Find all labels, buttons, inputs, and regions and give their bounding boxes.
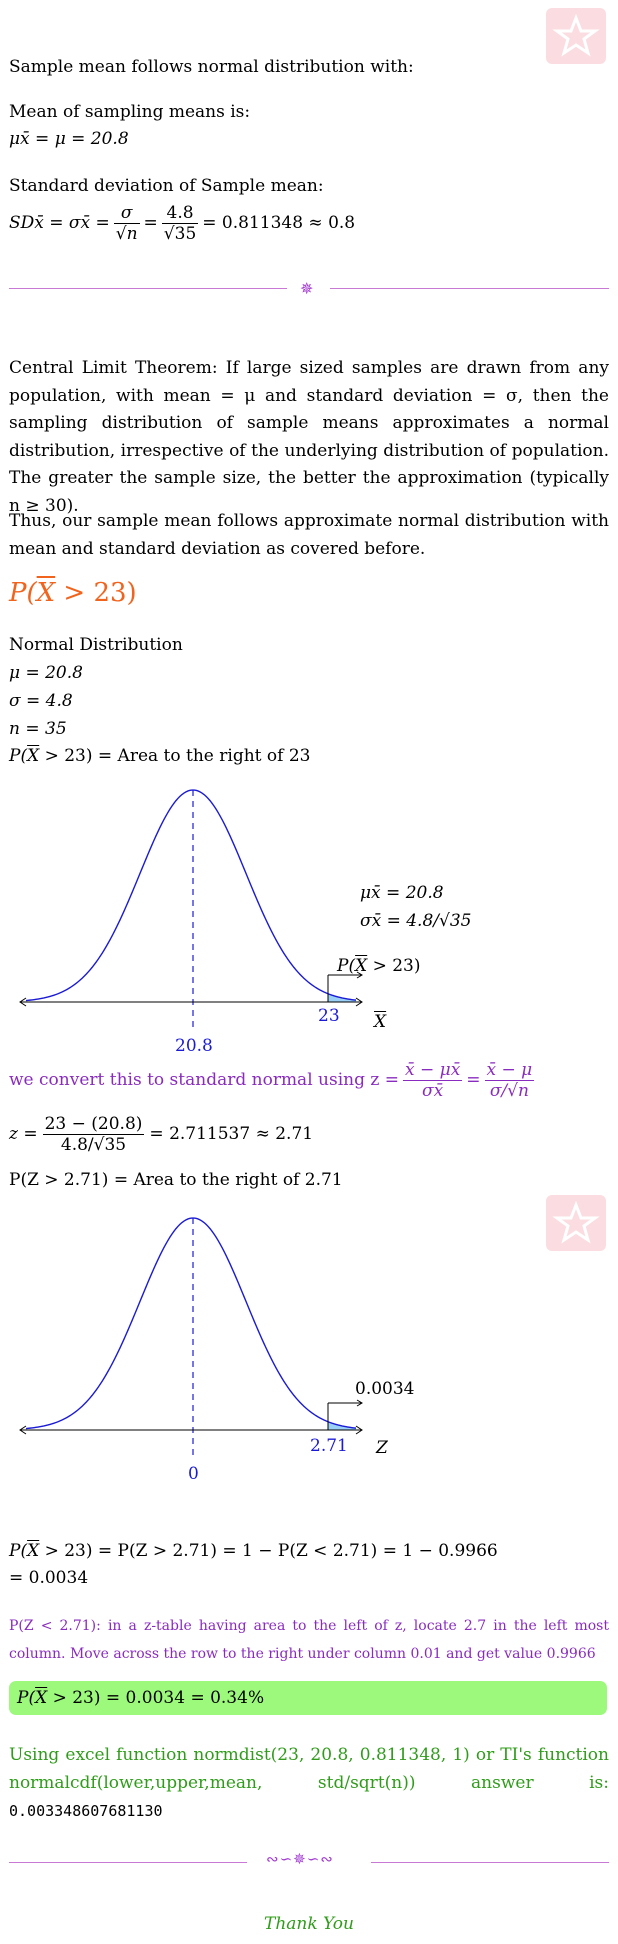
sd-label: Standard deviation of Sample mean: (9, 176, 324, 196)
clt-paragraph: Central Limit Theorem: If large sized sa… (9, 358, 609, 516)
sd-den2: √35 (163, 223, 197, 244)
area-post: > 23) = Area to the right of 23 (39, 746, 311, 766)
final-line-2: = 0.0034 (9, 1568, 89, 1588)
excel-value: 0.003348607681130 (9, 1802, 163, 1820)
problem-heading: P(X > 23) (9, 577, 137, 609)
callout-arrow (356, 1399, 363, 1407)
tail-callout: P(X > 23) (337, 955, 421, 977)
sd-fraction-1: σ √n (113, 203, 140, 244)
excel-note: Using excel function normdist(23, 20.8, … (9, 1741, 609, 1825)
sd-equation: SDx̄ = σx̄ = σ √n = 4.8 √35 = 0.811348 ≈… (9, 193, 355, 253)
cut-label: 23 (318, 1006, 340, 1026)
axis-label: Z (376, 1438, 388, 1458)
sigma-value: σ = 4.8 (9, 691, 73, 711)
thank-you: Thank You (263, 1914, 354, 1934)
z-table-note: P(Z < 2.71): in a z-table having area to… (9, 1618, 609, 1662)
center-label: 0 (188, 1464, 199, 1484)
equals-sign: = (143, 213, 158, 233)
n-value: n = 35 (9, 719, 67, 739)
convert-den1: σx̄ (422, 1080, 444, 1101)
x-axis-arrow-right (355, 1425, 363, 1435)
tail-area-fill (328, 993, 356, 1002)
convert-fraction-2: x̄ − μ σ/√n (484, 1059, 535, 1101)
mean-label: Mean of sampling means is: (9, 102, 251, 122)
x-axis-arrow-left (19, 1425, 27, 1435)
sd-num1: σ (113, 203, 140, 224)
z-den: 4.8/√35 (60, 1134, 127, 1155)
answer-post: > 23) = 0.0034 = 0.34% (47, 1688, 265, 1708)
center-label: 20.8 (175, 1036, 213, 1056)
convert-num2: x̄ − μ (484, 1059, 535, 1081)
convert-line: we convert this to standard normal using… (9, 1052, 535, 1108)
sd-den1: √n (115, 223, 138, 244)
z-area-statement: P(Z > 2.71) = Area to the right of 2.71 (9, 1170, 343, 1190)
z-result: = 2.711537 ≈ 2.71 (149, 1124, 314, 1144)
convert-num1: x̄ − μx̄ (403, 1059, 463, 1081)
axis-label: X (374, 1012, 387, 1032)
watermark-star-icon (546, 8, 606, 64)
final-post: > 23) = P(Z > 2.71) = 1 − P(Z < 2.71) = … (39, 1541, 498, 1561)
final-pre: P( (9, 1541, 28, 1561)
heading-post: > 23) (55, 578, 137, 608)
convert-text: we convert this to standard normal using… (9, 1070, 399, 1090)
divider-left (9, 288, 287, 289)
convert-fraction-1: x̄ − μx̄ σx̄ (403, 1059, 463, 1101)
normal-curve (25, 789, 357, 1002)
thus-paragraph: Thus, our sample mean follows approximat… (9, 511, 609, 559)
z-calculation: z = 23 − (20.8) 4.8/√35 = 2.711537 ≈ 2.7… (9, 1106, 313, 1162)
normal-curve-graph-2 (19, 1217, 363, 1460)
tail-callout-value: 0.0034 (355, 1379, 415, 1399)
x-axis-arrow-left (19, 997, 27, 1007)
answer-pre: P( (17, 1688, 36, 1708)
z-fraction: 23 − (20.8) 4.8/√35 (42, 1113, 145, 1155)
excel-text: Using excel function normdist(23, 20.8, … (9, 1745, 609, 1793)
answer-xbar: X (35, 1688, 48, 1708)
divider-ornament-icon: ✵ (300, 279, 314, 298)
z-lhs: z = (9, 1124, 38, 1144)
heading-pre: P( (9, 578, 37, 608)
normal-curve (25, 1217, 357, 1430)
sd-result: = 0.811348 ≈ 0.8 (202, 213, 356, 233)
divider-right (371, 1862, 609, 1863)
normal-curve-graph-1 (19, 789, 363, 1030)
mean-equation: μx̄ = μ = 20.8 (9, 129, 129, 149)
callout-xbar: X (355, 956, 368, 976)
mu-value: μ = 20.8 (9, 663, 83, 683)
final-line-1: P(X > 23) = P(Z > 2.71) = 1 − P(Z < 2.71… (9, 1540, 498, 1562)
legend-sigma: σx̄ = 4.8/√35 (360, 911, 472, 931)
divider-right (330, 288, 609, 289)
answer-box: P(X > 23) = 0.0034 = 0.34% (9, 1681, 607, 1715)
heading-xbar: X (36, 578, 56, 608)
answer-text: P(X > 23) = 0.0034 = 0.34% (17, 1687, 264, 1709)
callout-arrow (356, 971, 363, 979)
equals-sign: = (466, 1070, 481, 1090)
callout-post: > 23) (367, 956, 421, 976)
sd-fraction-2: 4.8 √35 (161, 203, 199, 244)
intro-text: Sample mean follows normal distribution … (9, 57, 414, 77)
watermark-star-icon (546, 1195, 606, 1251)
area-pre: P( (9, 746, 28, 766)
z-num: 23 − (20.8) (42, 1113, 145, 1135)
divider-left (9, 1862, 247, 1863)
cut-label: 2.71 (310, 1436, 348, 1456)
dist-label: Normal Distribution (9, 635, 183, 655)
x-axis-arrow-right (355, 997, 363, 1007)
callout-pre: P( (337, 956, 356, 976)
final-xbar: X (27, 1541, 40, 1561)
area-statement: P(X > 23) = Area to the right of 23 (9, 745, 310, 767)
convert-den2: σ/√n (489, 1080, 529, 1101)
sd-num2: 4.8 (161, 203, 199, 224)
legend-mu: μx̄ = 20.8 (360, 883, 444, 903)
sd-lhs: SDx̄ = σx̄ = (9, 213, 110, 233)
tail-area-fill (328, 1421, 356, 1430)
area-xbar: X (27, 746, 40, 766)
divider-flourish-icon: ∾∽✵∽∾ (266, 1850, 334, 1868)
